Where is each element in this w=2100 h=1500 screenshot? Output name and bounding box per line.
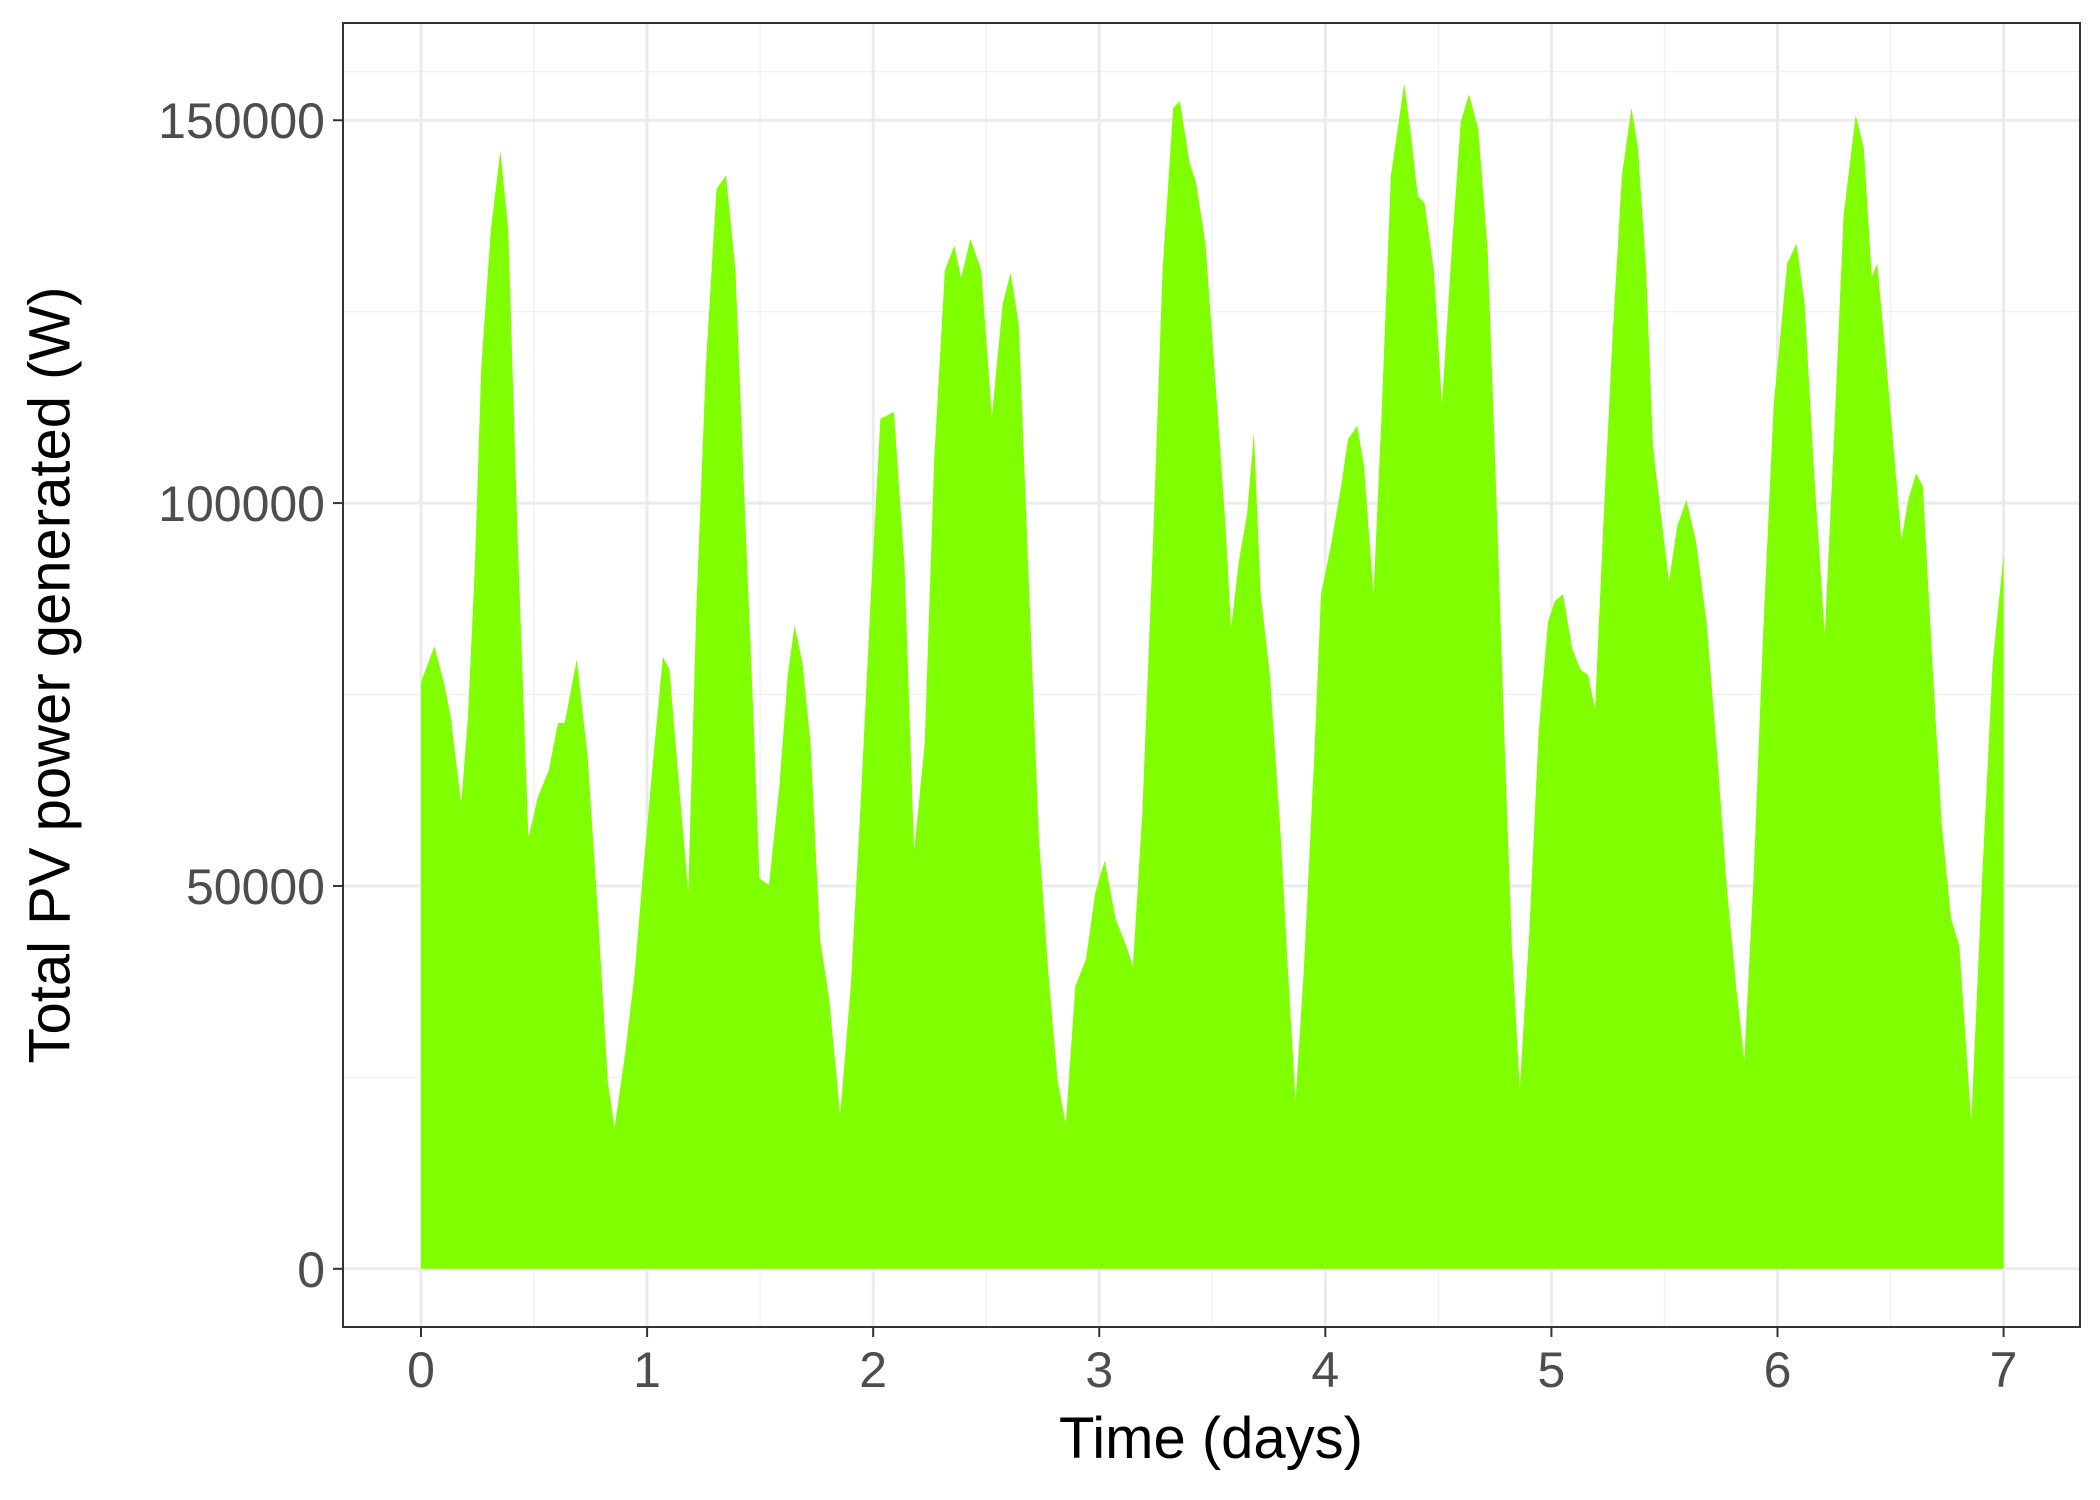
- x-tick-label: 1: [633, 1342, 661, 1398]
- x-axis-title: Time (days): [1059, 1406, 1363, 1471]
- x-tick-label: 6: [1764, 1342, 1792, 1398]
- x-tick-label: 7: [1990, 1342, 2018, 1398]
- x-tick-label: 4: [1311, 1342, 1339, 1398]
- y-tick-label: 150000: [158, 93, 325, 149]
- x-tick-label: 3: [1085, 1342, 1113, 1398]
- y-tick-label: 100000: [158, 476, 325, 532]
- x-tick-label: 0: [407, 1342, 435, 1398]
- y-tick-label: 0: [297, 1242, 325, 1298]
- x-tick-label: 2: [859, 1342, 887, 1398]
- area: [420, 83, 2004, 1269]
- x-tick-label: 5: [1538, 1342, 1566, 1398]
- y-axis-title: Total PV power generated (W): [17, 287, 82, 1064]
- plot-border: [342, 22, 2081, 1328]
- y-tick-label: 50000: [186, 859, 325, 915]
